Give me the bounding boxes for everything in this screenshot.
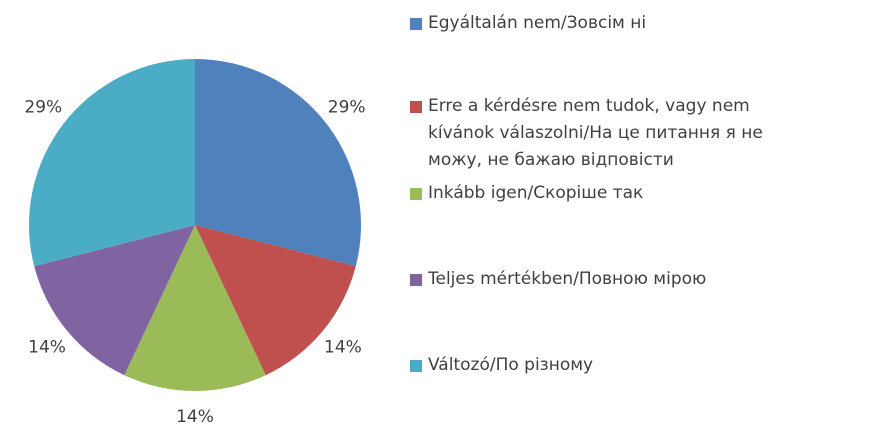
legend-item: Inkább igen/Скоріше так bbox=[410, 180, 798, 207]
legend-label: Inkább igen/Скоріше так bbox=[428, 183, 644, 203]
legend-label: Teljes mértékben/Повною мірою bbox=[428, 269, 707, 289]
legend-swatch bbox=[410, 360, 422, 372]
legend-item: Teljes mértékben/Повною мірою bbox=[410, 266, 798, 293]
data-label: 29% bbox=[24, 97, 62, 117]
pie-slice bbox=[195, 225, 356, 376]
legend-item: Változó/По різному bbox=[410, 352, 798, 379]
legend-swatch bbox=[410, 274, 422, 286]
legend-label: Egyáltalán nem/Зовсім ні bbox=[428, 13, 647, 33]
legend-label: Erre a kérdésre nem tudok, vagy nem kívá… bbox=[428, 96, 763, 170]
legend-swatch bbox=[410, 101, 422, 113]
data-label: 14% bbox=[324, 337, 362, 357]
legend-label: Változó/По різному bbox=[428, 355, 594, 375]
data-label: 14% bbox=[176, 407, 214, 425]
legend-swatch bbox=[410, 188, 422, 200]
data-label: 29% bbox=[328, 97, 366, 117]
pie-slice bbox=[28, 59, 195, 267]
legend-item: Egyáltalán nem/Зовсім ні bbox=[410, 10, 798, 37]
legend-item: Erre a kérdésre nem tudok, vagy nem kívá… bbox=[410, 93, 798, 174]
data-label: 14% bbox=[28, 337, 66, 357]
pie-slice bbox=[195, 59, 361, 267]
legend-swatch bbox=[410, 18, 422, 30]
pie-slice bbox=[124, 225, 266, 391]
pie-slice bbox=[34, 225, 195, 376]
